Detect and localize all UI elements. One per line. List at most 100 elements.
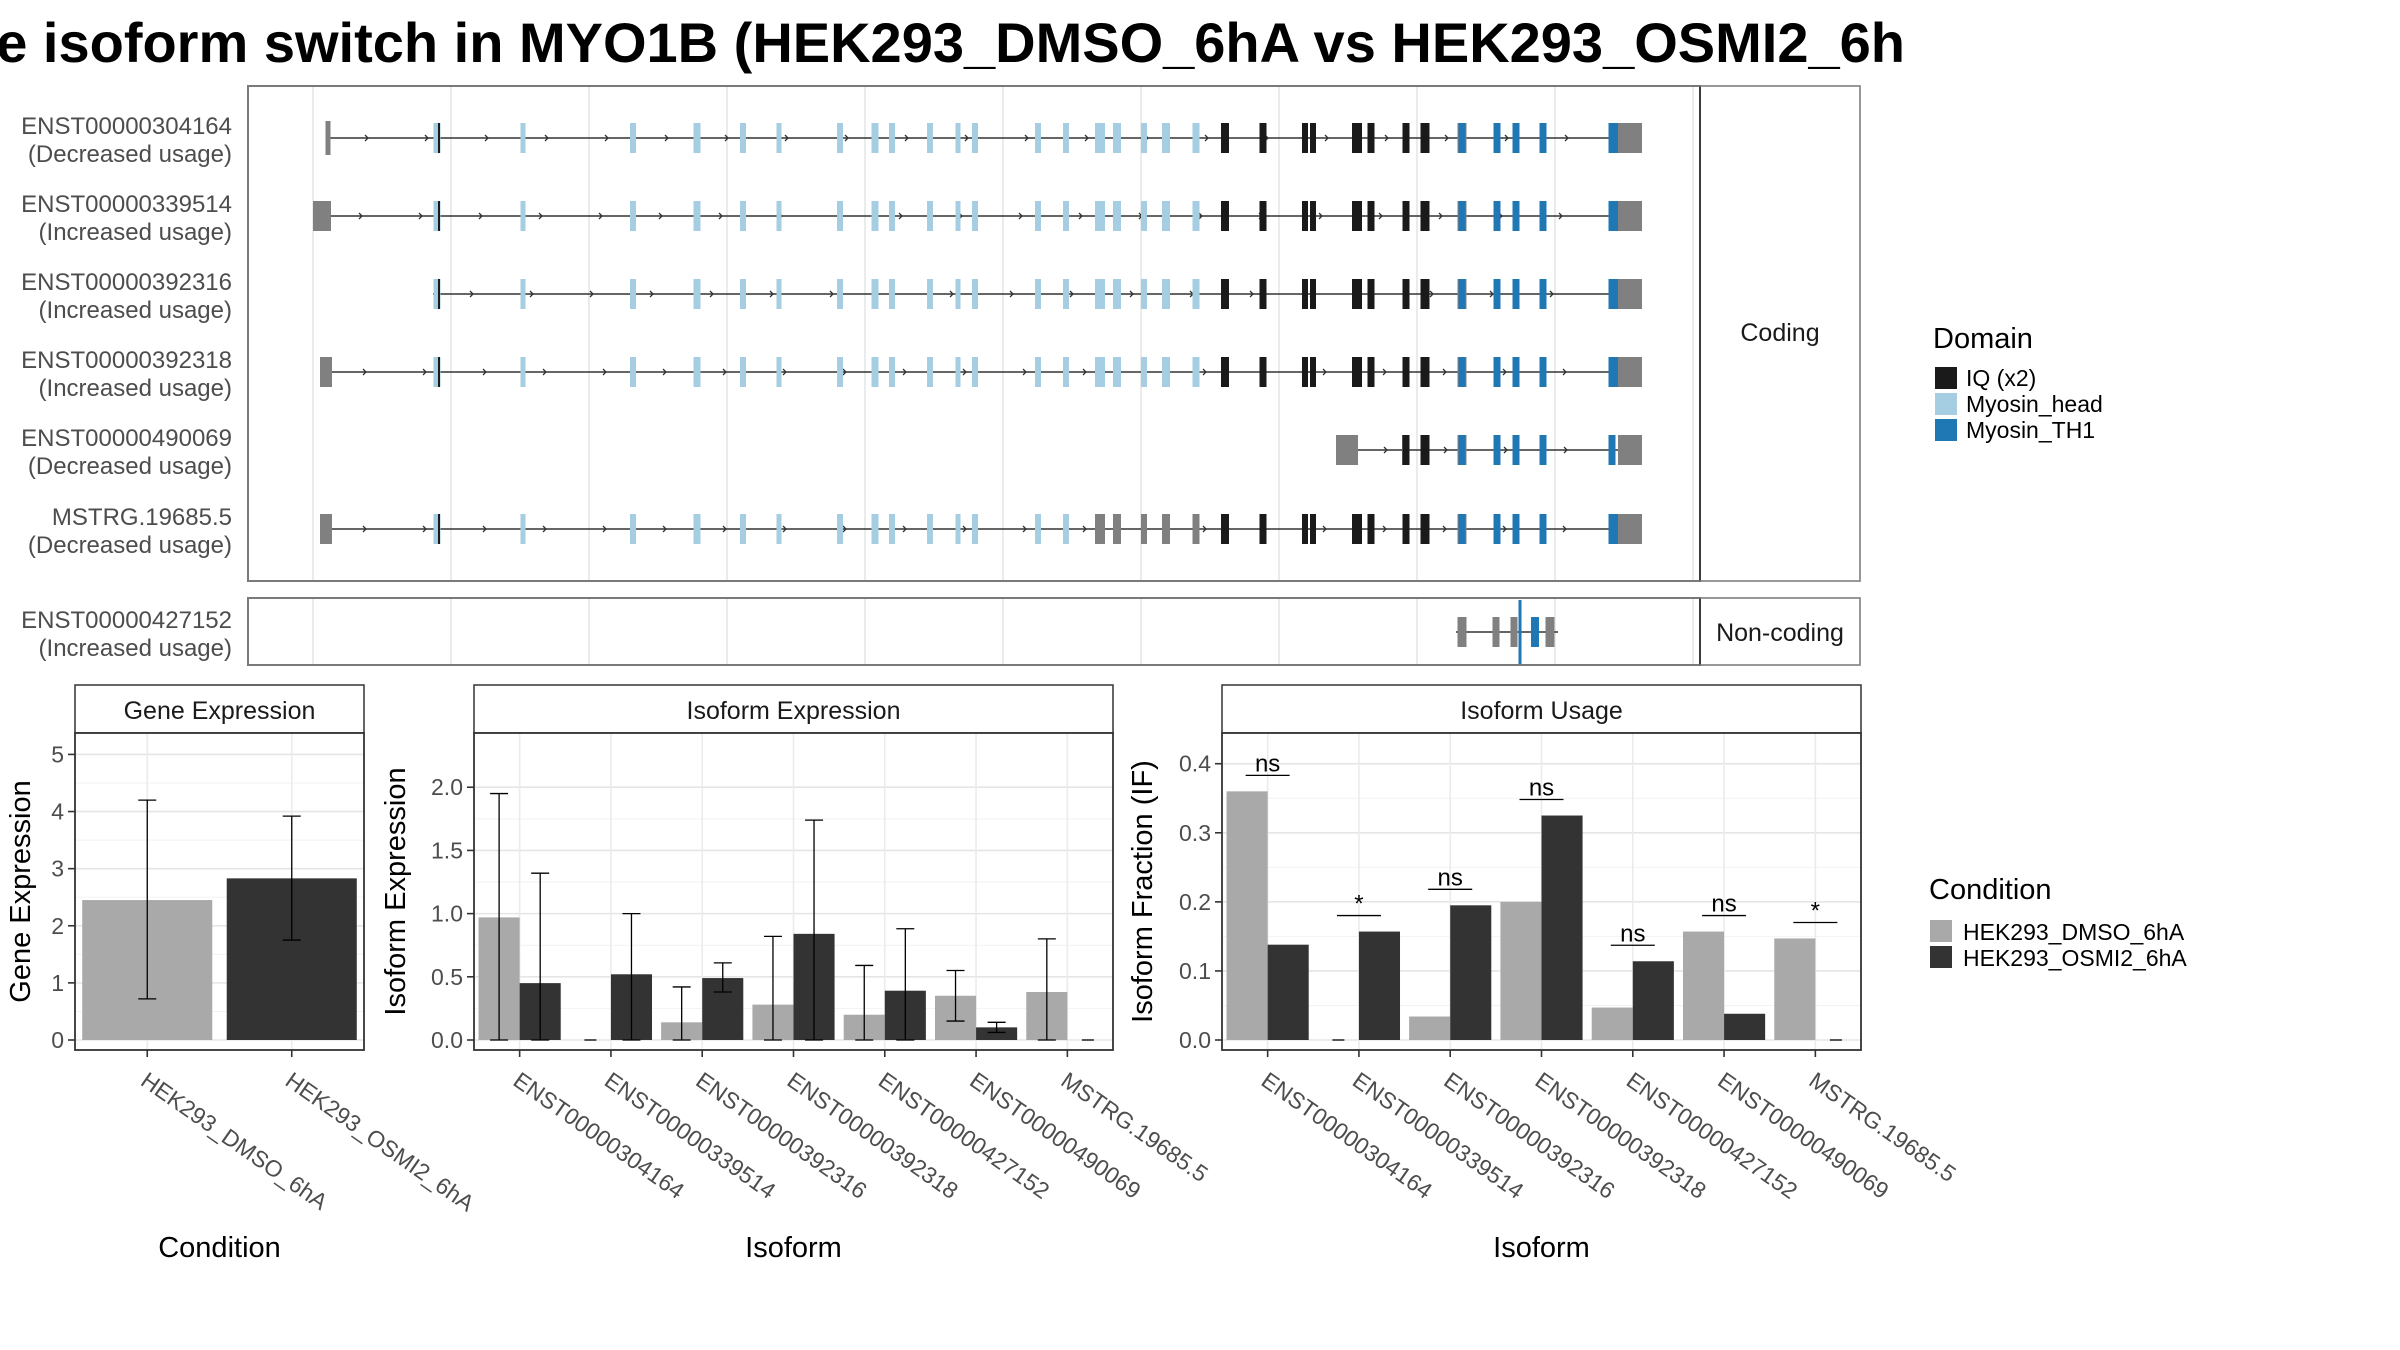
transcript-usage-label: (Increased usage) <box>39 297 232 324</box>
exon-domain-myosin-th1 <box>1493 514 1501 544</box>
exon <box>1402 435 1410 465</box>
exon-domain-myosin-th1 <box>1539 357 1547 387</box>
significance-label: ns <box>1255 750 1280 777</box>
significance-label: ns <box>1711 891 1736 918</box>
strand-arrow <box>724 134 729 142</box>
y-tick-label: 0.1 <box>1179 958 1211 984</box>
exon-domain-myosin-th1 <box>1493 279 1501 309</box>
exon <box>520 357 526 387</box>
exon <box>693 123 701 153</box>
domain-legend-label: Myosin_TH1 <box>1966 417 2095 443</box>
y-tick-label: 2 <box>51 913 64 939</box>
significance-label: * <box>1811 897 1820 924</box>
transcript-id-label: MSTRG.19685.5 <box>52 504 232 531</box>
strand-arrow <box>1489 290 1494 298</box>
x-tick-label: ENST00000427152 <box>874 1067 1054 1204</box>
exon <box>1221 279 1229 309</box>
strand-arrow <box>949 290 954 298</box>
strand-arrow <box>964 134 969 142</box>
exon <box>1162 279 1170 309</box>
exon <box>955 514 961 544</box>
x-tick-label: ENST00000339514 <box>600 1067 781 1204</box>
exon <box>1302 279 1308 309</box>
noncoding-outer-border <box>247 597 1861 666</box>
strand-arrow <box>1384 134 1389 142</box>
start-exon <box>325 121 331 155</box>
y-tick-label: 4 <box>51 799 64 825</box>
bar <box>1500 901 1542 1040</box>
exon <box>1352 514 1362 544</box>
strand-arrow <box>602 368 607 376</box>
strand-arrow <box>1503 446 1508 454</box>
bar <box>1632 961 1674 1040</box>
strand-arrow <box>542 368 547 376</box>
exon <box>433 514 441 544</box>
exon <box>837 357 843 387</box>
strand-arrow <box>898 212 903 220</box>
strand-arrow <box>529 290 534 298</box>
strand-arrow <box>1549 290 1554 298</box>
transcript-usage-label: (Decreased usage) <box>28 141 232 168</box>
strand-arrow <box>604 134 609 142</box>
strand-arrow <box>718 212 723 220</box>
exon <box>1302 201 1308 231</box>
strand-arrow <box>1024 134 1029 142</box>
transcript-id-label: ENST00000304164 <box>21 113 232 140</box>
exon <box>837 514 843 544</box>
x-tick-label: ENST00000427152 <box>1622 1067 1802 1204</box>
exon <box>1113 201 1121 231</box>
exon <box>1095 514 1105 544</box>
strand-arrow <box>904 134 909 142</box>
strand-arrow <box>962 525 967 533</box>
exon-domain-iq <box>438 201 440 231</box>
strand-arrow <box>542 525 547 533</box>
transcript-usage-label: (Increased usage) <box>39 635 232 662</box>
significance-label: ns <box>1529 775 1554 802</box>
bar <box>1267 944 1309 1040</box>
strand-arrow <box>1202 368 1207 376</box>
bar <box>1774 938 1816 1040</box>
y-tick-label: 1.5 <box>431 837 463 863</box>
exon <box>433 279 441 309</box>
exon-domain-myosin-th1 <box>1493 435 1501 465</box>
bar <box>1541 815 1583 1040</box>
bar <box>1591 1007 1633 1040</box>
exon <box>693 279 701 309</box>
coding-strip <box>1699 85 1861 582</box>
panel-strip-label: Isoform Expression <box>687 697 901 725</box>
exon <box>1221 201 1229 231</box>
domain-legend-swatch <box>1935 393 1957 415</box>
exon <box>1221 123 1229 153</box>
exon <box>1221 357 1229 387</box>
exon <box>1420 514 1430 544</box>
exon <box>520 201 526 231</box>
strand-arrow <box>1009 290 1014 298</box>
condition-legend-label: HEK293_OSMI2_6hA <box>1963 945 2187 971</box>
strand-arrow <box>844 134 849 142</box>
exon <box>693 201 701 231</box>
exon <box>1545 617 1555 647</box>
exon-domain-myosin-th1 <box>1608 123 1616 153</box>
exon <box>1141 201 1147 231</box>
exon-domain-iq <box>438 357 440 387</box>
exon <box>1259 514 1267 544</box>
strand-arrow <box>1082 368 1087 376</box>
transcript-id-label: ENST00000392318 <box>21 347 232 374</box>
exon <box>433 357 441 387</box>
exon-domain-myosin-th1 <box>1512 514 1520 544</box>
bar <box>1682 931 1725 1040</box>
strand-arrow <box>364 134 369 142</box>
exon <box>837 123 843 153</box>
exon <box>1141 123 1147 153</box>
strand-arrow <box>362 525 367 533</box>
strand-arrow <box>1078 212 1083 220</box>
transcript-usage-label: (Increased usage) <box>39 375 232 402</box>
exon <box>630 357 636 387</box>
exon <box>1063 201 1069 231</box>
exon <box>1162 201 1170 231</box>
domain-legend-label: Myosin_head <box>1966 391 2103 417</box>
strand-arrow <box>482 368 487 376</box>
transcript-usage-label: (Decreased usage) <box>28 532 232 559</box>
exon-domain-myosin-th1 <box>1512 201 1520 231</box>
exon <box>1402 123 1410 153</box>
